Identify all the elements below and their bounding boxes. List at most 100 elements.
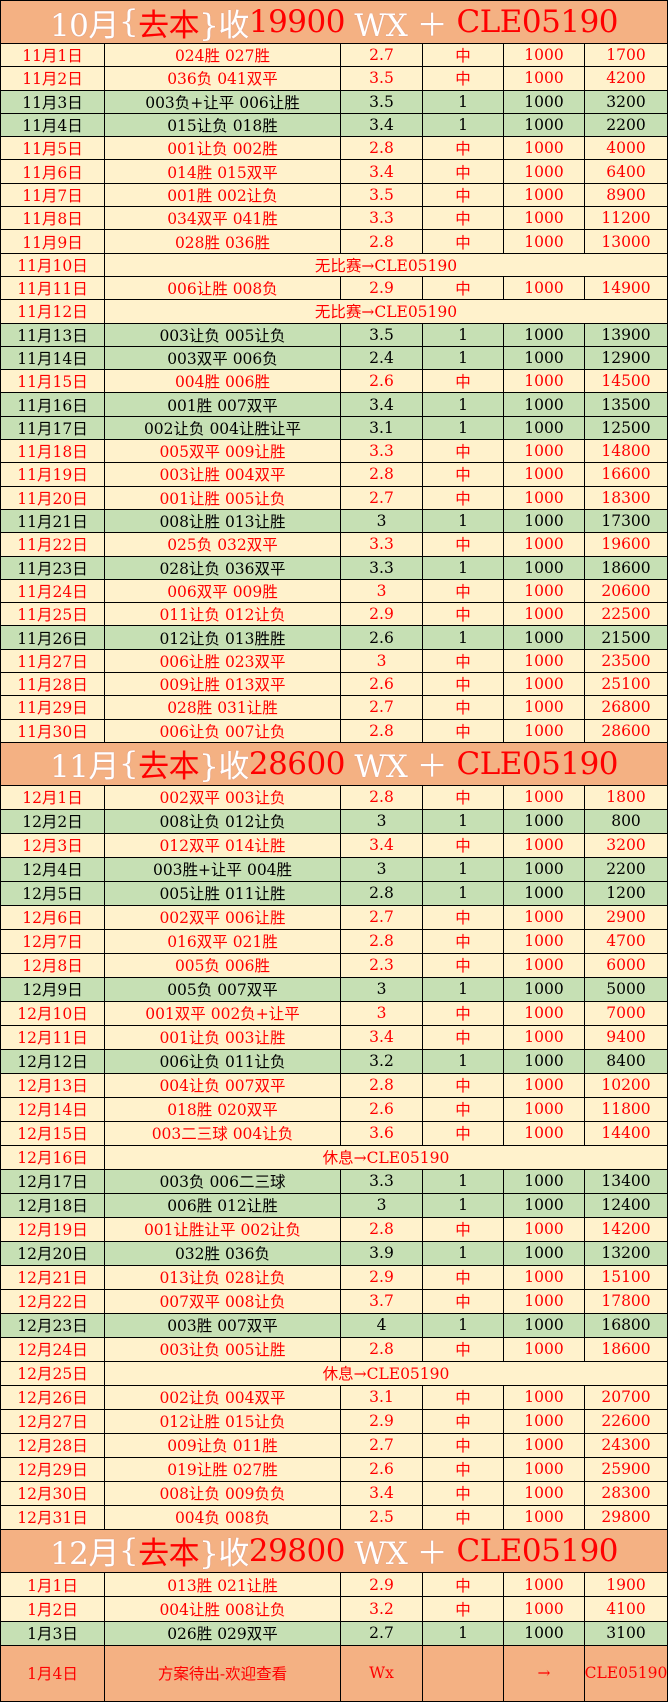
result-cell: 中 (423, 533, 504, 556)
stake-cell: 1000 (504, 579, 585, 603)
result-cell: 中 (423, 696, 504, 719)
date-cell: 12月30日 (1, 1481, 105, 1505)
result-cell: 1 (423, 323, 504, 346)
total-cell: 22500 (601, 605, 651, 624)
header-mid: 去本 (138, 749, 200, 786)
stake-cell: 1000 (504, 1313, 585, 1337)
date-cell: 12月4日 (1, 857, 105, 881)
stake-cell: 1000 (504, 370, 585, 393)
result-cell: 中 (423, 1097, 504, 1121)
table-row: 12月29日 019让胜 027胜 2.6 中 1000 25900 (1, 1457, 667, 1482)
stake-cell: 1000 (504, 183, 585, 207)
odds-cell: 2.4 (341, 346, 423, 370)
total-cell: 1800 (606, 788, 646, 807)
header-month: 10月 (49, 7, 119, 44)
header-month: 12月 (49, 1536, 119, 1573)
table-row: 11月16日 001胜 007双平 3.4 1 1000 13500 (1, 393, 667, 417)
section-rows: 1月1日 013胜 021让胜 2.9 中 1000 1900 1月2日 004让胜 008让… (1, 1572, 667, 1646)
total-cell: 12900 (601, 349, 651, 367)
picks-cell: 004胜 006胜 (105, 370, 341, 393)
total-cell: 13200 (601, 1244, 651, 1263)
stake-cell: 1000 (504, 113, 585, 137)
table-row: 11月1日 024胜 027胜 2.7 中 1000 1700 (1, 44, 667, 68)
final-row: 1月4日 方案待出-欢迎查看 Wx → CLE05190 (1, 1645, 667, 1702)
table-row: 11月18日 005双平 009让胜 3.3 中 1000 14800 (1, 440, 667, 464)
stake-cell: 1000 (504, 1337, 585, 1361)
table-row: 11月17日 002让负 004让胜让平 3.1 1 1000 12500 (1, 416, 667, 441)
date-cell: 11月26日 (1, 626, 105, 649)
date-cell: 12月6日 (1, 905, 105, 929)
table-row: 11月24日 006双平 009胜 3 中 1000 20600 (1, 579, 667, 604)
date-cell: 12月3日 (1, 833, 105, 857)
odds-cell: 2.7 (341, 486, 423, 509)
total-cell: 14500 (601, 372, 651, 391)
total-cell: 14800 (601, 442, 651, 461)
stake-cell: 1000 (504, 1621, 585, 1645)
table-row: 1月3日 026胜 029双平 2.7 1 1000 3100 (1, 1621, 667, 1646)
table-row: 12月31日 004负 008负 2.5 中 1000 29800 (1, 1505, 667, 1530)
date-cell: 11月17日 (1, 416, 105, 440)
date-cell: 12月27日 (1, 1409, 105, 1433)
table-row: 11月22日 025负 032双平 3.3 中 1000 19600 (1, 533, 667, 557)
date-cell: 11月3日 (1, 90, 105, 113)
date-cell: 12月8日 (1, 953, 105, 977)
picks-cell: 036负 041双平 (105, 67, 341, 90)
date-cell: 11月10日 (1, 253, 105, 276)
note-cell: 休息→CLE05190 (322, 1149, 450, 1168)
table-row: 12月10日 001双平 002负+让平 3 中 1000 7000 (1, 1001, 667, 1026)
table-row: 12月6日 002双平 006让胜 2.7 中 1000 2900 (1, 905, 667, 930)
total-cell: 6000 (606, 956, 646, 975)
total-cell: 11200 (601, 209, 651, 228)
table-row: 12月28日 009让负 011胜 2.7 中 1000 24300 (1, 1433, 667, 1458)
date-cell: 11月20日 (1, 486, 105, 509)
result-cell: 中 (423, 1001, 504, 1025)
picks-cell: 001让胜 005让负 (105, 486, 341, 509)
date-cell: 12月22日 (1, 1289, 105, 1313)
stake-cell: 1000 (504, 603, 585, 626)
picks-cell: 003负+让平 006让胜 (105, 90, 341, 113)
table-row: 11月21日 008让胜 013让胜 3 1 1000 17300 (1, 509, 667, 534)
picks-cell: 013胜 021让胜 (105, 1572, 341, 1597)
header-code: CLE05190 (456, 1532, 619, 1569)
result-cell: 中 (423, 1457, 504, 1481)
total-cell: 13000 (601, 232, 651, 251)
odds-cell: 2.8 (341, 463, 423, 486)
odds-cell: 3.4 (341, 160, 423, 183)
odds-cell: 3.5 (341, 67, 423, 90)
stake-cell: 1000 (504, 276, 585, 300)
stake-cell: 1000 (504, 90, 585, 113)
picks-cell: 001让胜让平 002让负 (105, 1217, 341, 1241)
odds-cell: 3.1 (341, 416, 423, 440)
date-cell: 11月16日 (1, 393, 105, 416)
total-cell: 13500 (601, 395, 651, 414)
date-cell: 11月5日 (1, 137, 105, 160)
date-cell: 12月28日 (1, 1433, 105, 1457)
result-cell: 中 (423, 673, 504, 696)
result-cell: 1 (423, 1049, 504, 1073)
result-cell: 中 (423, 929, 504, 953)
picks-cell: 003让负 005让胜 (105, 1337, 341, 1361)
odds-cell: 2.6 (341, 370, 423, 393)
picks-cell: 034双平 041胜 (105, 207, 341, 230)
result-cell: 中 (423, 276, 504, 300)
table-row: 12月30日 008让负 009负负 3.4 中 1000 28300 (1, 1481, 667, 1506)
header-open: { (118, 1532, 139, 1569)
total-cell: 18300 (601, 488, 651, 507)
odds-cell: 2.8 (341, 137, 423, 160)
stake-cell: 1000 (504, 1025, 585, 1049)
result-cell: 1 (423, 509, 504, 533)
result-cell: 1 (423, 1169, 504, 1193)
picks-cell: 012让负 013胜胜 (105, 626, 341, 649)
total-cell: 10200 (601, 1076, 651, 1095)
table-row: 11月15日 004胜 006胜 2.6 中 1000 14500 (1, 370, 667, 394)
stake-cell: 1000 (504, 1241, 585, 1265)
picks-cell: 028胜 036胜 (105, 230, 341, 253)
odds-cell: 2.6 (341, 626, 423, 649)
date-cell: 12月26日 (1, 1385, 105, 1409)
stake-cell: 1000 (504, 1193, 585, 1217)
total-cell: 19600 (601, 535, 651, 554)
stake-cell: 1000 (504, 1433, 585, 1457)
result-cell: 中 (423, 230, 504, 253)
stake-cell: 1000 (504, 207, 585, 230)
date-cell: 1月1日 (1, 1572, 105, 1597)
